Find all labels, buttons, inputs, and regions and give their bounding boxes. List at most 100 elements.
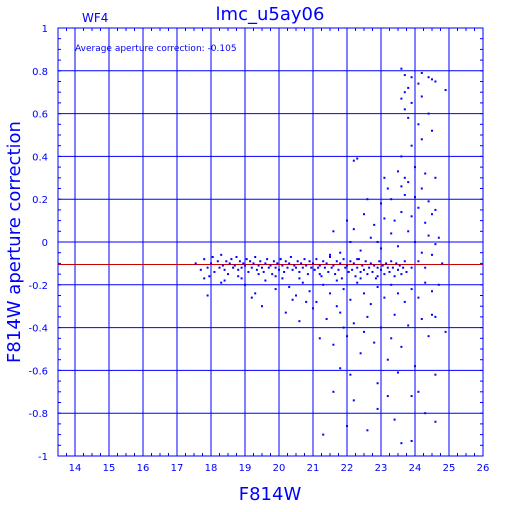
data-point [420, 251, 423, 254]
data-point [332, 343, 335, 346]
data-point [410, 101, 413, 104]
data-point [410, 266, 413, 269]
x-tick-label: 23 [375, 463, 388, 474]
x-tick-label: 25 [443, 463, 456, 474]
data-point [347, 270, 350, 273]
data-point [216, 260, 219, 263]
x-tick-label: 19 [239, 463, 252, 474]
x-tick-label: 26 [477, 463, 490, 474]
data-point [329, 255, 331, 258]
data-point [250, 266, 253, 269]
data-point [320, 275, 323, 278]
data-point [346, 219, 348, 222]
data-point [298, 320, 301, 323]
data-point [274, 288, 277, 291]
data-point [410, 76, 413, 79]
data-point [403, 74, 406, 77]
data-point [244, 264, 246, 267]
data-point [213, 270, 216, 273]
data-point [393, 313, 396, 316]
x-tick-labels: 14 15 16 17 18 19 20 21 22 23 24 25 26 [69, 463, 490, 474]
data-point [424, 172, 427, 175]
data-point [340, 277, 343, 280]
data-point [267, 266, 270, 269]
data-point [300, 262, 303, 265]
data-point [315, 300, 318, 303]
data-point [351, 268, 354, 271]
data-point [279, 258, 282, 261]
data-point [386, 395, 389, 398]
x-tick-label: 22 [341, 463, 354, 474]
data-point [312, 307, 314, 310]
x-tick-label: 16 [137, 463, 150, 474]
x-tick-label: 18 [205, 463, 218, 474]
x-axis-label: F814W [239, 484, 302, 505]
data-point [322, 433, 325, 436]
data-point [414, 166, 416, 169]
data-point [369, 236, 372, 239]
data-point [257, 273, 260, 276]
data-point [380, 247, 382, 250]
data-point [373, 223, 376, 226]
data-point [417, 296, 420, 299]
data-point [203, 258, 206, 261]
data-point [281, 264, 284, 267]
data-point [420, 318, 423, 321]
data-point [339, 262, 342, 265]
data-point [359, 249, 362, 252]
data-point [363, 268, 365, 271]
data-point [223, 268, 226, 271]
data-point [325, 262, 328, 265]
data-point [381, 264, 384, 267]
y-tick-label: 0 [42, 238, 48, 249]
data-point [337, 268, 340, 271]
data-point [410, 395, 413, 398]
data-point [400, 185, 403, 188]
data-point [327, 270, 330, 273]
data-point [400, 211, 403, 214]
y-tick-label: 1 [42, 24, 48, 35]
data-point [313, 268, 316, 271]
data-point [288, 262, 291, 265]
data-point [274, 275, 277, 278]
y-tick-labels: 1 0.8 0.6 0.4 0.2 0 -0.2 -0.4 -0.6 -0.8 -1 [28, 24, 48, 463]
data-point [352, 159, 355, 162]
data-point [305, 300, 308, 303]
data-point [366, 429, 369, 432]
data-point [335, 260, 338, 263]
data-point [403, 193, 406, 196]
data-point [235, 255, 238, 258]
data-point [376, 241, 379, 243]
data-point [397, 371, 399, 374]
data-point [308, 290, 311, 293]
data-point [221, 264, 224, 267]
data-point [342, 258, 345, 261]
data-point [359, 352, 362, 355]
data-point [417, 82, 420, 85]
data-point [378, 260, 381, 263]
data-point [383, 273, 386, 276]
data-point [249, 260, 252, 263]
data-point [424, 412, 427, 415]
data-point [274, 266, 277, 269]
data-point [427, 76, 430, 79]
data-point [295, 266, 297, 269]
data-point [441, 262, 444, 265]
data-point [400, 97, 403, 100]
data-point [417, 390, 420, 393]
data-point [329, 292, 331, 295]
x-tick-label: 15 [103, 463, 116, 474]
data-point [363, 292, 365, 295]
data-point [380, 326, 382, 329]
chart-title: lmc_u5ay06 [216, 4, 325, 25]
data-point [390, 198, 393, 201]
data-point [390, 337, 393, 340]
data-point [346, 335, 348, 338]
data-point [393, 219, 396, 222]
data-point [264, 262, 267, 265]
data-point [376, 407, 379, 410]
x-tick-label: 17 [171, 463, 184, 474]
data-point [332, 264, 335, 267]
data-point [434, 208, 437, 211]
data-point [306, 273, 309, 276]
